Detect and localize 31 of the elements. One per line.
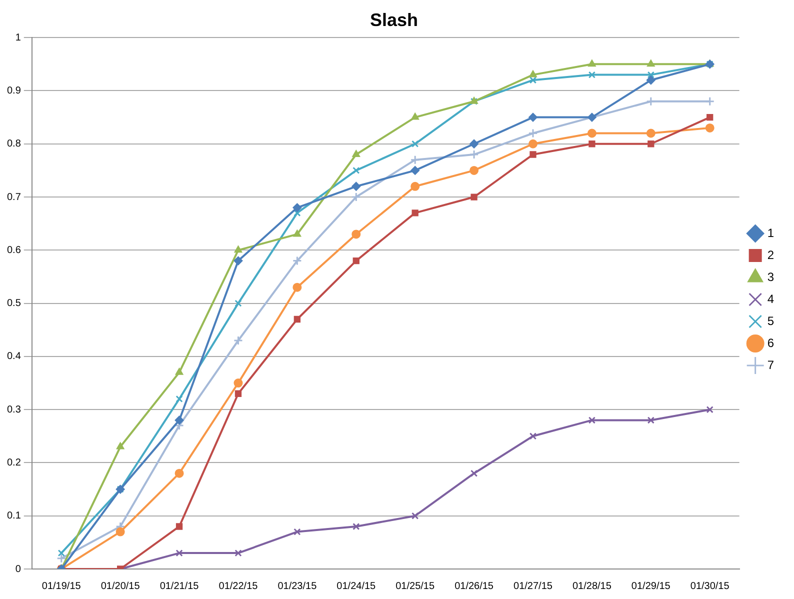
y-tick-label: 0 — [15, 564, 22, 575]
y-tick-label: 0.8 — [6, 138, 22, 150]
y-tick-label: 0.4 — [6, 351, 22, 362]
legend-label: 5 — [767, 314, 774, 328]
y-tick-label: 0.5 — [6, 298, 22, 310]
legend-label: 4 — [767, 292, 774, 306]
y-tick-label: 0.1 — [6, 510, 22, 522]
y-tick-label: 0.2 — [6, 457, 22, 468]
x-tick-label: 01/22/15 — [218, 580, 258, 592]
x-tick-label: 01/20/15 — [100, 580, 140, 592]
x-tick-label: 01/26/15 — [454, 580, 494, 592]
x-tick-label: 01/27/15 — [514, 580, 553, 592]
x-tick-label: 01/21/15 — [160, 580, 200, 592]
legend-label: 1 — [767, 226, 774, 240]
y-tick-label: 0.3 — [6, 404, 22, 416]
legend-label: 3 — [767, 270, 774, 284]
y-tick-label: 0.6 — [6, 244, 22, 256]
x-tick-label: 01/28/15 — [572, 580, 612, 592]
x-tick-label: 01/25/15 — [396, 580, 435, 592]
chart-title: Slash — [370, 10, 418, 30]
x-tick-label: 01/29/15 — [631, 580, 671, 592]
y-tick-label: 0.7 — [6, 192, 22, 203]
y-tick-label: 1 — [15, 32, 22, 44]
y-tick-label: 0.9 — [6, 85, 22, 96]
x-tick-label: 01/30/15 — [690, 580, 730, 592]
x-tick-label: 01/19/15 — [42, 580, 82, 592]
legend-label: 2 — [767, 248, 774, 262]
legend-label: 6 — [767, 336, 774, 350]
x-tick-label: 01/24/15 — [336, 580, 376, 592]
legend-label: 7 — [767, 358, 774, 372]
x-tick-label: 01/23/15 — [278, 580, 318, 592]
